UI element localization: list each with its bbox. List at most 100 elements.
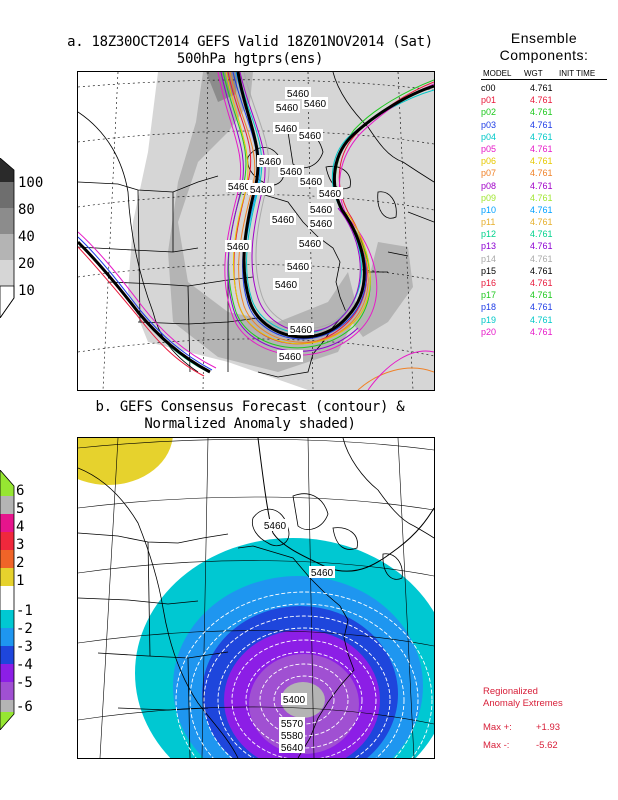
ensemble-member-model: p02	[481, 107, 497, 118]
colorbar-cell	[0, 628, 14, 646]
colorbar-cell	[0, 532, 14, 550]
ensemble-member-row: p07 4.761	[481, 167, 611, 179]
ensemble-member-weight: 4.761	[530, 229, 553, 240]
ensemble-member-model: p03	[481, 119, 497, 130]
contour-label: 5460	[290, 325, 313, 336]
anomaly-map-canvas: 5460 5460 5400 5570 5580 5640	[78, 438, 434, 758]
panel-a-title: a. 18Z30OCT2014 GEFS Valid 18Z01NOV2014 …	[67, 34, 433, 50]
ensemble-member-model: p04	[481, 131, 497, 142]
colorbar-cell	[0, 158, 14, 182]
contour-label: 5460	[272, 215, 295, 226]
colorbar-cell	[0, 470, 14, 496]
ensemble-member-row: p02 4.761	[481, 106, 611, 118]
ensemble-member-model: p12	[481, 229, 497, 240]
contour-label: 5460	[304, 99, 327, 110]
ensemble-member-weight: 4.761	[530, 107, 553, 118]
ensemble-member-model: p07	[481, 168, 497, 179]
ensemble-member-row: p05 4.761	[481, 143, 611, 155]
consensus-anomaly-map: 5460 5460 5400 5570 5580 5640	[77, 437, 435, 759]
colorbar-cell	[0, 550, 14, 568]
contour-label: 5460	[299, 131, 322, 142]
ensemble-member-weight: 4.761	[530, 156, 553, 167]
ensemble-member-weight: 4.761	[530, 241, 553, 252]
extremes-subtitle: Anomaly Extremes	[483, 698, 563, 709]
contour-labels: 5460 5460 5400 5570 5580 5640	[262, 519, 335, 754]
ensemble-member-row: p01 4.761	[481, 94, 611, 106]
ensemble-header-model: MODEL	[483, 69, 512, 78]
ensemble-title: Ensemble	[510, 30, 578, 46]
ensemble-member-weight: 4.761	[530, 168, 553, 179]
contour-label: 5460	[300, 177, 323, 188]
colorbar-cell	[0, 496, 14, 514]
colorbar-cell	[0, 568, 14, 586]
ensemble-member-model: p20	[481, 326, 497, 337]
map-graticule	[78, 438, 434, 758]
colorbar-cell	[0, 260, 14, 286]
ensemble-member-weight: 4.761	[530, 192, 553, 203]
contour-label: 5460	[287, 89, 310, 100]
max-minus-label: Max -:	[483, 740, 510, 751]
colorbar-label: -5	[16, 675, 33, 691]
colorbar-cell	[0, 610, 14, 628]
ensemble-member-row: p03 4.761	[481, 119, 611, 131]
ensemble-header-divider	[481, 79, 607, 80]
ensemble-member-model: p13	[481, 241, 497, 252]
ensemble-member-row: p06 4.761	[481, 155, 611, 167]
colorbar-label: 2	[16, 555, 25, 571]
ensemble-member-row: p19 4.761	[481, 314, 611, 326]
colorbar-label: 10	[18, 283, 35, 299]
spread-colorbar	[0, 158, 15, 318]
ensemble-spaghetti-map: 5460 5460 5460 5460 5460 5460 5460 5460 …	[77, 71, 435, 391]
contour-label: 5570	[281, 719, 304, 730]
colorbar-label: 4	[16, 519, 25, 535]
ensemble-member-row: p10 4.761	[481, 204, 611, 216]
ensemble-member-model: p05	[481, 143, 497, 154]
contour-label: 5460	[299, 239, 322, 250]
ensemble-member-weight: 4.761	[530, 204, 553, 215]
ensemble-member-weight: 4.761	[530, 143, 553, 154]
colorbar-cell	[0, 682, 14, 700]
ensemble-member-row: p13 4.761	[481, 240, 611, 252]
panel-a-subtitle: 500hPa hgtprs(ens)	[176, 51, 324, 67]
ensemble-member-row: p04 4.761	[481, 131, 611, 143]
ensemble-member-row: p15 4.761	[481, 265, 611, 277]
ensemble-member-weight: 4.761	[530, 326, 553, 337]
contour-label: 5640	[281, 743, 304, 754]
ensemble-member-model: p01	[481, 95, 497, 106]
ensemble-member-weight: 4.761	[530, 131, 553, 142]
contour-label: 5460	[319, 189, 342, 200]
consensus-height-contours	[175, 591, 433, 758]
ensemble-member-weight: 4.761	[530, 119, 553, 130]
colorbar-label: 100	[18, 175, 44, 191]
anomaly-colorbar	[0, 470, 15, 730]
max-minus-value: -5.62	[536, 740, 558, 751]
colorbar-label: 5	[16, 501, 25, 517]
ensemble-member-weight: 4.761	[530, 265, 553, 276]
colorbar-label: 80	[18, 202, 35, 218]
ensemble-member-row: p09 4.761	[481, 192, 611, 204]
max-plus-label: Max +:	[483, 722, 512, 733]
colorbar-cell	[0, 182, 14, 208]
colorbar-cell	[0, 285, 15, 318]
contour-label: 5580	[281, 731, 304, 742]
contour-label: 5460	[275, 124, 298, 135]
contour-label: 5460	[275, 280, 298, 291]
colorbar-label: 6	[16, 483, 25, 499]
contour-label: 5460	[228, 182, 251, 193]
panel-b-subtitle: Normalized Anomaly shaded)	[144, 416, 356, 432]
ensemble-member-row: c00 4.761	[481, 82, 611, 94]
contour-label: 5460	[287, 262, 310, 273]
ensemble-member-weight: 4.761	[530, 95, 553, 106]
ensemble-member-row: p12 4.761	[481, 228, 611, 240]
colorbar-cell	[0, 234, 14, 260]
anomaly-pos-1	[78, 438, 173, 485]
contour-label: 5460	[310, 205, 333, 216]
contour-label: 5460	[276, 103, 299, 114]
colorbar-label: -2	[16, 621, 33, 637]
ensemble-member-model: p08	[481, 180, 497, 191]
spread-shade-mid-2	[348, 242, 413, 337]
colorbar-label: -4	[16, 657, 33, 673]
ensemble-member-row: p17 4.761	[481, 289, 611, 301]
colorbar-cell	[0, 208, 14, 234]
ensemble-member-weight: 4.761	[530, 83, 553, 93]
